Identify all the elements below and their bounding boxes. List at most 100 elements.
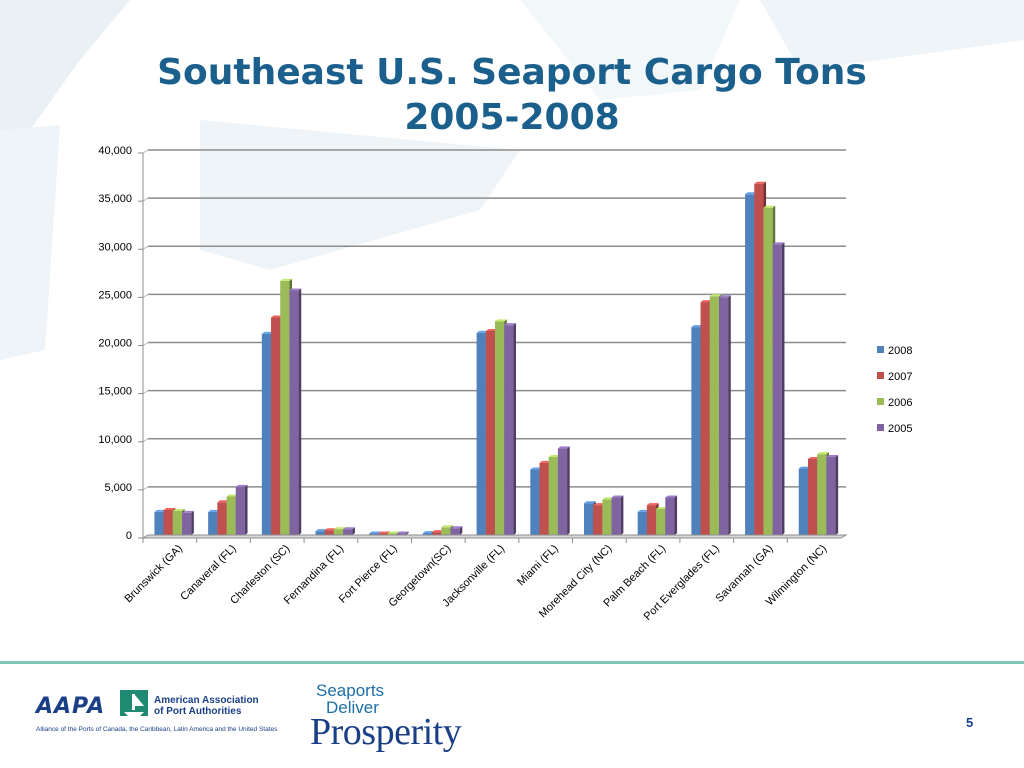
legend-swatch-2007 [877,372,884,379]
bar-top [289,288,302,291]
y-gridline-depth [142,390,149,395]
legend-label-2005: 2005 [888,423,912,435]
aapa-organization-name: American Association of Port Authorities [154,695,274,717]
background-shape-top-left [0,0,130,140]
bar-top [476,330,489,333]
chart-axes [138,152,848,543]
bar-front [548,457,558,535]
bar-front [611,497,621,535]
bar-front [217,502,227,535]
y-gridline-depth [142,149,149,154]
bar-top [432,530,444,533]
bar-top [718,295,731,298]
y-tick-label: 25,000 [98,289,132,301]
y-tick-label: 35,000 [98,193,132,205]
bar-top [450,526,463,529]
y-tick-label: 5,000 [104,482,132,494]
bar-top [422,531,435,534]
legend-label-2007: 2007 [888,371,912,383]
bar-front [700,302,710,535]
bar-top [172,508,185,511]
x-tick-label: Miami (FL) [515,543,561,589]
bar-top [163,507,176,510]
sdp-line-3: Prosperity [310,711,462,753]
bar-2005-10 [718,295,731,535]
bar-top [593,503,605,506]
bar-front [495,321,505,535]
bar-top [280,278,293,281]
bar-top [602,497,615,500]
bar-front [422,533,433,535]
bar-2005-8 [611,495,624,535]
bar-side [620,495,624,535]
page-number: 5 [966,715,974,730]
background-shape-left [0,125,60,360]
aapa-logo: AAPA American Association of Port Author… [36,684,277,740]
bar-top [315,529,328,532]
footer-divider [0,661,1024,664]
bar-2005-0 [182,510,194,535]
bar-front [476,332,486,535]
bar-front [343,529,353,535]
bar-2005-4 [396,531,409,535]
bar-front [665,497,675,535]
bar-front [261,333,272,535]
y-gridline-depth [142,438,149,443]
bar-side [781,242,785,535]
y-gridline-depth [142,486,149,491]
bar-top [772,242,785,245]
legend-swatch-2005 [877,424,884,431]
bar-top [817,452,829,455]
bar-2005-12 [826,455,839,535]
bar-front [432,532,442,535]
bar-front [772,244,782,535]
bar-top [637,509,650,512]
bar-side [191,510,194,535]
bar-front [691,327,701,535]
bar-front [315,531,325,535]
bar-top [441,525,454,528]
bar-top [665,495,678,498]
x-axis-floor [141,534,848,539]
bar-front [450,528,460,535]
slide-title-line-1: Southeast U.S. Seaport Cargo Tons [157,52,867,93]
y-tick-label: 30,000 [98,241,132,253]
bar-top [583,501,596,504]
chart-bars [154,181,839,535]
bar-top [378,531,391,534]
bar-2005-9 [665,495,678,535]
aapa-name-line-1: American Association [154,695,259,706]
bar-front [557,448,568,535]
bar-front [396,533,407,535]
bar-front [539,462,549,535]
bar-front [333,529,344,535]
y-gridline-depth [142,293,149,298]
bar-top [530,467,543,470]
slide-title: Southeast U.S. Seaport Cargo Tons 2005-2… [0,50,1024,140]
bar-side [513,323,516,535]
bar-front [754,183,764,535]
bar-side [835,455,839,535]
bar-front [709,296,719,535]
bar-front [369,533,379,535]
bar-top [557,446,570,449]
bar-front [387,533,397,535]
bar-front [530,469,540,535]
bar-top [798,466,811,469]
bar-top [700,300,713,303]
bar-top [217,500,230,503]
sdp-line-1: Seaports [316,681,385,700]
bar-top [656,507,668,510]
x-tick-label: Savannah (GA) [713,543,775,605]
seaports-deliver-prosperity-logo: Seaports Deliver Prosperity [310,681,480,753]
bar-front [182,512,192,535]
bar-2005-6 [504,323,516,535]
y-tick-label: 20,000 [98,338,132,350]
bar-side [352,527,355,535]
bar-side [728,295,731,535]
bar-side [406,531,409,535]
y-tick-label: 0 [126,530,132,542]
bar-top [154,509,167,512]
legend-label-2008: 2008 [888,345,912,357]
y-gridline-depth [142,197,149,202]
